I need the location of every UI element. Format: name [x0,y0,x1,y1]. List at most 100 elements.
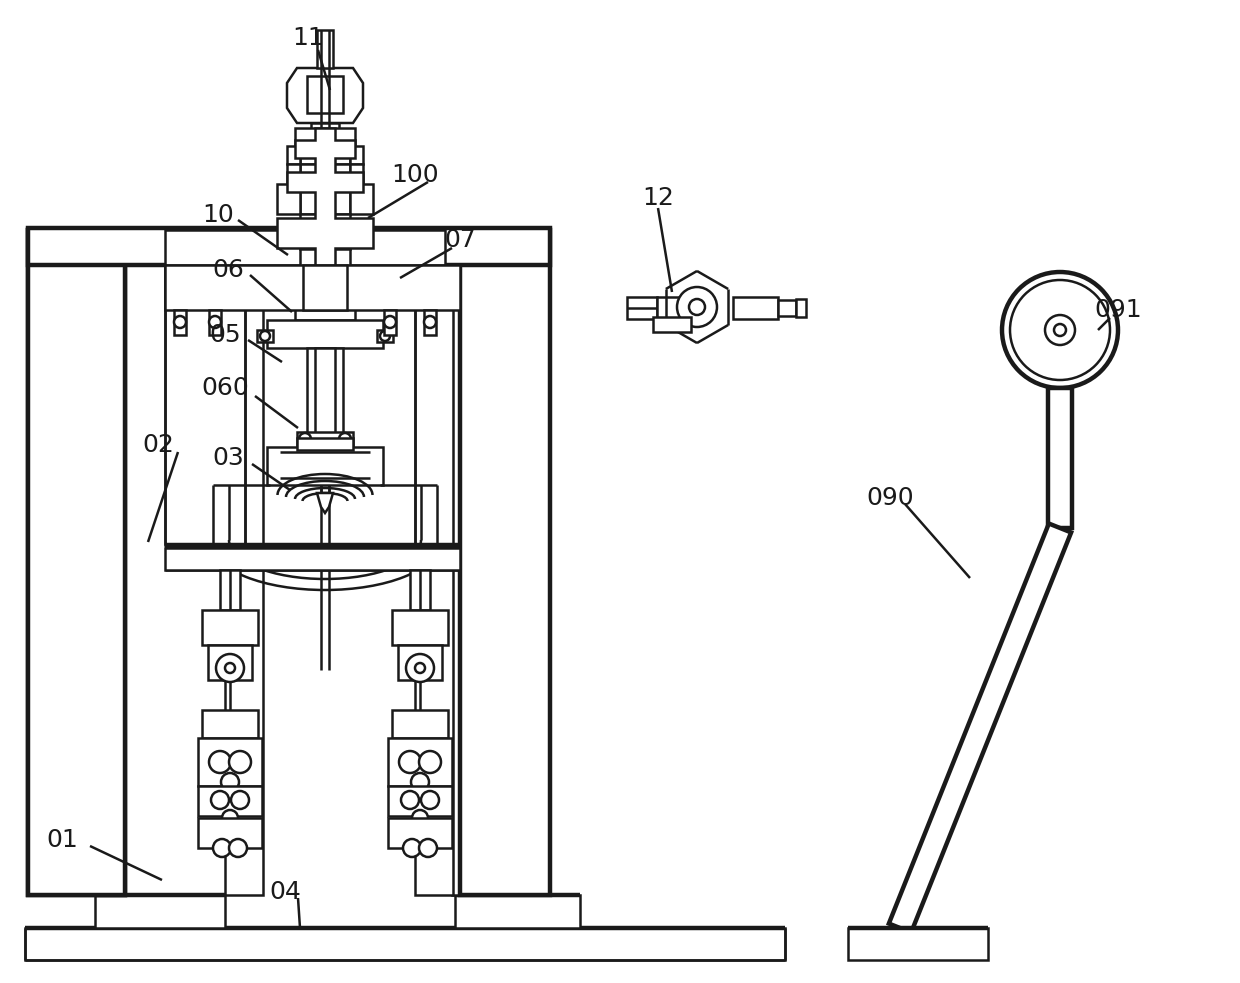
Bar [398,645,441,680]
Text: 060: 060 [201,376,249,400]
Bar [298,438,353,450]
Bar [311,123,339,135]
Circle shape [210,316,221,328]
Circle shape [405,654,434,682]
Circle shape [213,839,231,857]
Text: 01: 01 [46,828,78,852]
Polygon shape [889,524,1071,933]
Polygon shape [125,230,263,545]
Bar [198,786,262,816]
Bar [410,570,430,610]
Bar [295,308,355,320]
Circle shape [231,791,249,809]
Bar [219,570,241,610]
Polygon shape [29,228,551,265]
Bar [317,30,334,68]
Circle shape [260,331,270,341]
Polygon shape [277,128,373,308]
Circle shape [221,773,239,791]
Circle shape [384,316,396,328]
Bar [267,320,383,348]
Circle shape [224,663,236,673]
Bar [392,710,448,738]
Text: 12: 12 [642,186,673,210]
Bar [455,895,580,928]
Circle shape [415,663,425,673]
Circle shape [299,433,311,445]
Bar [224,230,263,895]
Bar [165,548,460,570]
Bar [300,146,350,164]
Bar [25,928,785,960]
Bar [300,164,350,184]
Polygon shape [460,230,551,895]
Bar [453,230,551,895]
Circle shape [419,839,436,857]
Bar [257,330,273,342]
Bar [198,738,262,786]
Circle shape [410,773,429,791]
Bar [210,310,221,335]
Text: 02: 02 [143,433,174,457]
Bar [315,348,335,438]
Bar [350,279,363,299]
Polygon shape [317,493,334,513]
Bar [95,895,224,928]
Circle shape [1054,324,1066,336]
Bar [657,297,684,319]
Bar [350,164,363,184]
Text: 11: 11 [293,26,324,50]
Circle shape [1011,280,1110,380]
Bar [295,128,355,146]
Bar [653,317,691,332]
Text: 091: 091 [1094,298,1142,322]
Bar [286,279,300,299]
Bar [286,164,300,184]
Circle shape [174,316,186,328]
Bar [165,230,445,265]
Bar [777,300,796,316]
Circle shape [379,331,391,341]
Bar [300,184,350,214]
Circle shape [412,810,428,826]
Text: 03: 03 [212,446,244,470]
Bar [388,786,453,816]
Text: 06: 06 [212,258,244,282]
Bar [1048,388,1073,528]
Bar [286,146,300,164]
Circle shape [229,839,247,857]
Circle shape [229,751,250,773]
Circle shape [211,791,229,809]
Bar [377,330,393,342]
Bar [308,76,343,113]
Text: 04: 04 [269,880,301,904]
Text: 10: 10 [202,203,234,227]
Bar [424,310,436,335]
Bar [174,310,186,335]
Circle shape [1002,272,1118,388]
Bar [277,184,300,214]
Circle shape [689,299,706,315]
Text: 07: 07 [444,228,476,252]
Bar [308,348,343,438]
Bar [198,818,262,848]
Circle shape [422,791,439,809]
Circle shape [419,751,441,773]
Bar [29,230,125,895]
Bar [392,610,448,645]
Bar [796,299,806,317]
Bar [300,279,350,299]
Bar [298,432,353,447]
Circle shape [401,791,419,809]
Bar [384,310,396,335]
Bar [300,249,350,279]
Circle shape [403,839,422,857]
Circle shape [216,654,244,682]
Circle shape [210,751,231,773]
Bar [300,214,350,249]
Bar [267,447,383,485]
Bar [388,818,453,848]
Circle shape [399,751,422,773]
Bar [350,184,373,214]
Circle shape [339,433,351,445]
